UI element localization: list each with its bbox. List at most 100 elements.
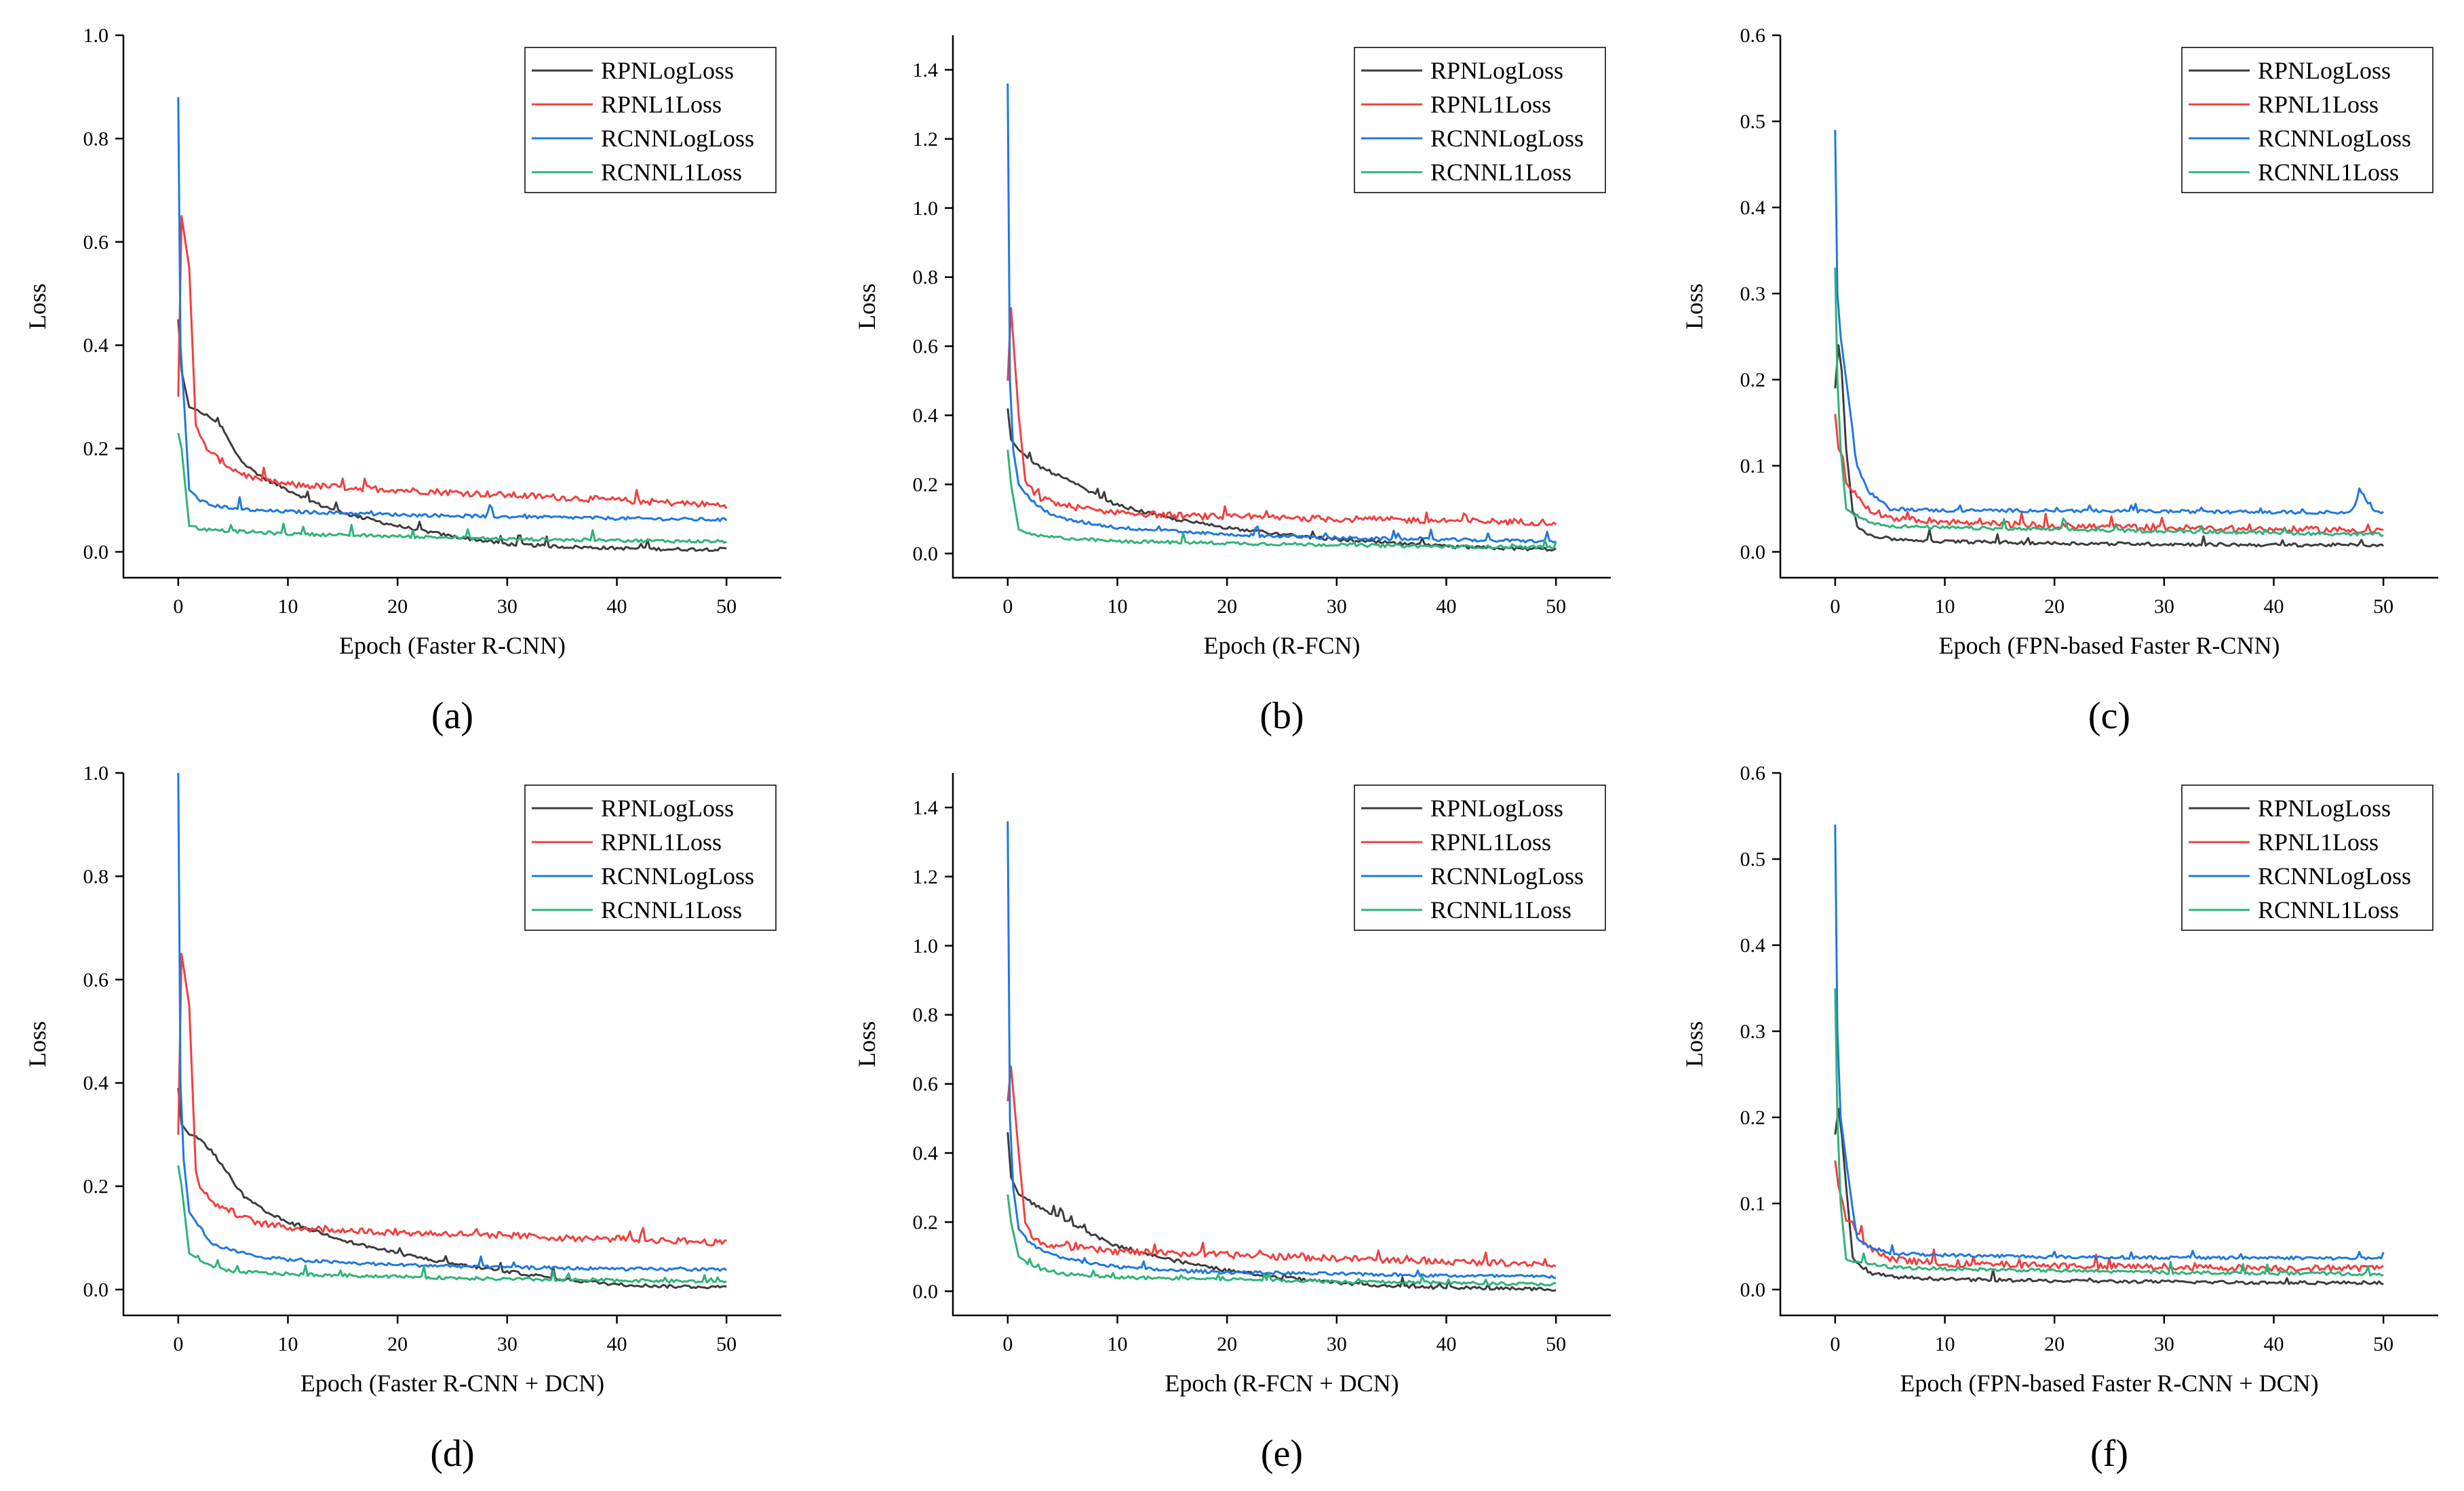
series-line-rcnnl1loss — [177, 433, 727, 544]
legend-label-rcnnlogloss: RCNNLogLoss — [601, 125, 754, 152]
legend-label-rpnl1loss: RPNL1Loss — [601, 829, 722, 856]
series-line-rpnlogloss — [1006, 408, 1557, 552]
x-tick-label: 40 — [2264, 1333, 2284, 1355]
x-tick-label: 50 — [2373, 595, 2393, 618]
x-tick-label: 20 — [1217, 595, 1237, 618]
y-axis-title: Loss — [853, 283, 880, 330]
legend-label-rcnnl1loss: RCNNL1Loss — [2258, 896, 2399, 923]
series-line-rcnnl1loss — [1006, 1194, 1557, 1287]
chart-panel-d: 0 10 20 30 40 50 0.0 0.2 0.4 0.6 0.8 1.0 Epoch (Fas… — [24, 762, 781, 1475]
legend-label-rpnl1loss: RPNL1Loss — [601, 91, 722, 118]
x-tick-label: 50 — [1546, 595, 1566, 618]
panel-label: (e) — [1261, 1433, 1303, 1475]
x-tick-label: 10 — [1108, 595, 1128, 618]
y-tick-label: 0.1 — [1740, 455, 1766, 477]
legend: RPNLogLoss RPNL1Loss RCNNLogLoss RCNNL1L… — [1354, 784, 1606, 931]
axes-frame — [952, 773, 1611, 1317]
y-tick-label: 0.2 — [1740, 1107, 1766, 1129]
x-tick-label: 30 — [497, 595, 517, 618]
y-axis-title: Loss — [24, 1021, 51, 1067]
legend-label-rcnnl1loss: RCNNL1Loss — [601, 159, 742, 186]
series-line-rpnl1loss — [1006, 1065, 1557, 1268]
panel-label: (f) — [2090, 1433, 2128, 1475]
y-tick-label: 0.6 — [83, 969, 109, 991]
y-tick-label: 1.0 — [913, 935, 939, 957]
x-tick-label: 30 — [2154, 595, 2174, 618]
legend-box — [2181, 47, 2433, 193]
panel-label: (a) — [431, 695, 473, 737]
axes-frame — [1779, 35, 2438, 579]
y-tick-label: 0.2 — [1740, 369, 1766, 391]
y-tick-label: 1.0 — [913, 197, 939, 220]
y-tick-label: 0.3 — [1740, 1020, 1766, 1043]
legend-label-rcnnl1loss: RCNNL1Loss — [1430, 896, 1571, 923]
y-tick-label: 1.4 — [913, 797, 939, 819]
series-line-rcnnl1loss — [177, 1165, 727, 1284]
legend-label-rcnnlogloss: RCNNLogLoss — [1430, 862, 1584, 890]
y-tick-label: 0.6 — [913, 1073, 939, 1096]
y-tick-label: 0.5 — [1740, 848, 1766, 871]
x-axis-title: Epoch (FPN-based Faster R-CNN + DCN) — [1900, 1370, 2318, 1397]
axes-frame — [122, 35, 781, 579]
legend-label-rcnnl1loss: RCNNL1Loss — [601, 896, 742, 923]
y-tick-label: 0.8 — [83, 127, 109, 150]
legend-label-rcnnlogloss: RCNNLogLoss — [2258, 125, 2411, 152]
x-tick-label: 0 — [1002, 1333, 1013, 1355]
x-tick-label: 50 — [716, 595, 737, 618]
x-tick-label: 0 — [173, 1333, 183, 1355]
legend-box — [1354, 784, 1606, 931]
x-tick-label: 40 — [607, 1333, 627, 1355]
x-tick-label: 0 — [1830, 1333, 1840, 1355]
y-tick-label: 0.0 — [83, 541, 109, 563]
y-tick-label: 0.2 — [913, 1211, 939, 1233]
y-tick-label: 1.4 — [913, 59, 939, 81]
legend: RPNLogLoss RPNL1Loss RCNNLogLoss RCNNL1L… — [524, 784, 777, 931]
legend-label-rpnlogloss: RPNLogLoss — [1430, 795, 1563, 822]
x-axis-title: Epoch (FPN-based Faster R-CNN) — [1939, 632, 2280, 659]
x-tick-label: 30 — [1327, 595, 1347, 618]
y-tick-label: 0.6 — [83, 231, 109, 254]
series-line-rpnl1loss — [1834, 414, 2384, 535]
x-tick-label: 20 — [387, 1333, 408, 1355]
legend-label-rcnnlogloss: RCNNLogLoss — [1430, 125, 1584, 152]
y-tick-label: 0.4 — [83, 1072, 109, 1094]
panel-label: (c) — [2088, 695, 2130, 737]
y-tick-label: 0.1 — [1740, 1193, 1766, 1215]
y-tick-label: 0.0 — [1740, 1279, 1766, 1301]
y-axis-title: Loss — [24, 283, 51, 330]
y-tick-label: 0.6 — [1740, 24, 1766, 47]
x-tick-label: 20 — [2044, 595, 2065, 618]
legend: RPNLogLoss RPNL1Loss RCNNLogLoss RCNNL1L… — [2181, 784, 2433, 931]
panel-label: (b) — [1259, 695, 1304, 737]
y-tick-label: 0.4 — [913, 1142, 939, 1165]
y-tick-label: 1.2 — [913, 128, 939, 151]
y-tick-label: 0.6 — [913, 336, 939, 358]
y-tick-label: 1.0 — [83, 762, 109, 784]
y-tick-label: 0.8 — [913, 266, 939, 289]
series-line-rcnnlogloss — [177, 97, 728, 522]
y-tick-label: 0.8 — [83, 865, 109, 888]
legend-label-rpnlogloss: RPNLogLoss — [2258, 57, 2391, 84]
x-tick-label: 0 — [1830, 595, 1840, 618]
x-tick-label: 20 — [2044, 1333, 2065, 1355]
legend-label-rpnl1loss: RPNL1Loss — [2258, 829, 2379, 856]
series-line-rcnnlogloss — [1834, 824, 2385, 1261]
y-tick-label: 0.4 — [1740, 934, 1766, 957]
legend-label-rpnlogloss: RPNLogLoss — [601, 57, 734, 84]
legend-box — [524, 784, 777, 931]
x-tick-label: 40 — [2264, 595, 2284, 618]
series-line-rcnnl1loss — [1006, 450, 1557, 550]
axes-frame — [1779, 773, 2438, 1317]
x-tick-label: 10 — [1935, 1333, 1955, 1355]
legend-label-rpnl1loss: RPNL1Loss — [1430, 91, 1551, 118]
y-tick-label: 0.4 — [83, 334, 109, 357]
x-tick-label: 30 — [497, 1333, 517, 1355]
legend-label-rpnl1loss: RPNL1Loss — [2258, 91, 2379, 118]
x-tick-label: 20 — [1217, 1333, 1237, 1355]
y-tick-label: 0.2 — [83, 1176, 109, 1198]
x-tick-label: 10 — [278, 1333, 298, 1355]
series-line-rpnlogloss — [1006, 1132, 1557, 1292]
axes-frame — [952, 35, 1611, 579]
